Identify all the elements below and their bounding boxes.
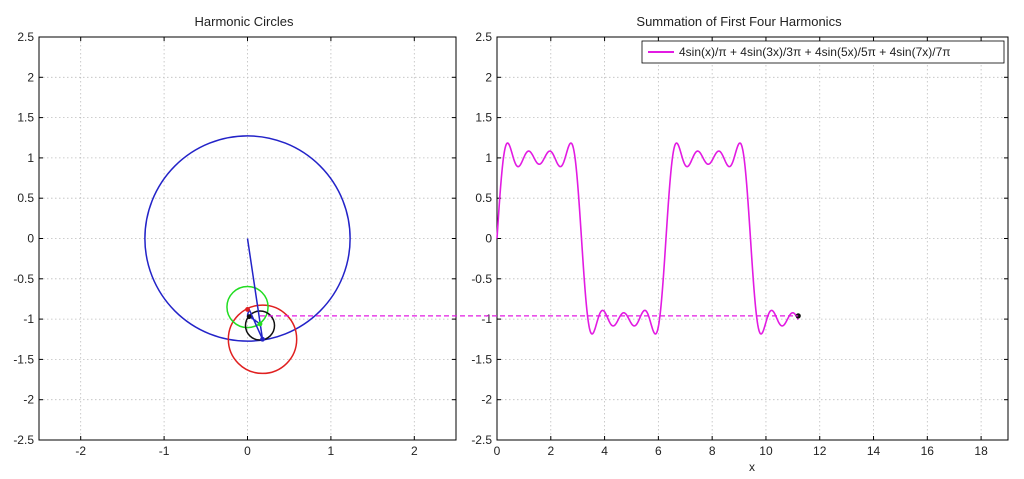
y-tick-label: 2 bbox=[27, 70, 34, 84]
y-tick-label: 0.5 bbox=[475, 191, 492, 205]
x-tick-label: 12 bbox=[813, 444, 827, 458]
phasor-tip-marker bbox=[260, 336, 265, 342]
harmonic-4-circle bbox=[244, 310, 276, 341]
x-tick-label: -2 bbox=[75, 444, 86, 458]
y-tick-label: 2.5 bbox=[475, 30, 492, 44]
x-tick-label: -1 bbox=[159, 444, 170, 458]
x-tick-label: 10 bbox=[759, 444, 773, 458]
x-tick-label: 16 bbox=[921, 444, 935, 458]
legend-label: 4sin(x)/π + 4sin(3x)/3π + 4sin(5x)/5π + … bbox=[679, 45, 951, 59]
phasor-tip-marker bbox=[246, 314, 252, 320]
y-tick-label: -0.5 bbox=[13, 272, 34, 286]
y-tick-label: -2 bbox=[481, 393, 492, 407]
legend: 4sin(x)/π + 4sin(3x)/3π + 4sin(5x)/5π + … bbox=[641, 40, 1005, 64]
x-tick-label: 0 bbox=[244, 444, 251, 458]
x-axis-label: x bbox=[749, 460, 755, 474]
chart-title-summation: Summation of First Four Harmonics bbox=[636, 14, 842, 29]
y-tick-label: -0.5 bbox=[471, 272, 492, 286]
legend-box bbox=[641, 40, 1005, 64]
harmonic-2-circle bbox=[227, 304, 298, 375]
x-tick-label: 2 bbox=[411, 444, 418, 458]
y-tick-label: 2 bbox=[485, 70, 492, 84]
harmonic-circles-panel: Harmonic Circles -2 -1 0 1 2 -2.5 -2 -1.5 -1 -0.5… bbox=[13, 14, 457, 458]
summation-panel: Summation of First Four Harmonics x 0 2 4 6… bbox=[471, 14, 1009, 474]
y-tick-label: 1.5 bbox=[17, 111, 34, 125]
y-tick-label: -2.5 bbox=[471, 433, 492, 447]
y-tick-label: -2.5 bbox=[13, 433, 34, 447]
x-tick-label: 14 bbox=[867, 444, 881, 458]
y-tick-label: 1 bbox=[485, 151, 492, 165]
series-line-summation bbox=[496, 142, 799, 335]
y-tick-label: -2 bbox=[23, 393, 34, 407]
axes-frame bbox=[38, 36, 457, 441]
y-tick-label: -1 bbox=[481, 312, 492, 326]
y-tick-label: -1.5 bbox=[471, 352, 492, 366]
harmonic-3-circle bbox=[226, 285, 269, 329]
chart-title-harmonic-circles: Harmonic Circles bbox=[195, 14, 294, 29]
phasor-tip-marker bbox=[257, 321, 263, 327]
x-tick-label: 6 bbox=[655, 444, 662, 458]
phasor-tip-marker bbox=[245, 307, 250, 312]
y-tick-label: 1 bbox=[27, 151, 34, 165]
x-tick-label: 18 bbox=[974, 444, 988, 458]
y-tick-label: 0 bbox=[27, 232, 34, 246]
x-tick-label: 2 bbox=[547, 444, 554, 458]
x-tick-label: 8 bbox=[709, 444, 716, 458]
x-tick-label: 4 bbox=[601, 444, 608, 458]
y-tick-label: -1 bbox=[23, 312, 34, 326]
y-tick-label: 0 bbox=[485, 232, 492, 246]
y-tick-label: 0.5 bbox=[17, 191, 34, 205]
x-tick-label: 1 bbox=[328, 444, 335, 458]
y-tick-label: -1.5 bbox=[13, 352, 34, 366]
harmonic-1-circle bbox=[144, 135, 351, 342]
y-tick-label: 1.5 bbox=[475, 111, 492, 125]
y-tick-label: 2.5 bbox=[17, 30, 34, 44]
x-tick-label: 0 bbox=[494, 444, 501, 458]
